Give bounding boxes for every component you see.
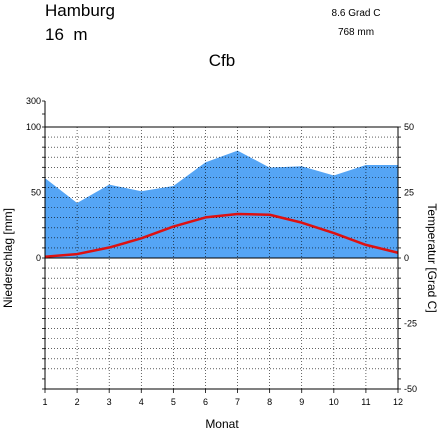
x-tick-label: 8: [267, 397, 272, 407]
station-elevation: 16 m: [45, 25, 88, 44]
right-tick-label: 0: [404, 253, 409, 263]
left-tick-label: 0: [36, 253, 41, 263]
left-axis-label: Niederschlag [mm]: [1, 208, 15, 308]
right-tick-label: -25: [404, 319, 417, 329]
annual-precipitation: 768 mm: [338, 27, 374, 38]
right-tick-label: 25: [404, 188, 414, 198]
right-axis-label: Temperatur [Grad C]: [425, 203, 439, 312]
climate-class: Cfb: [209, 51, 235, 70]
temperature-line: [44, 212, 399, 258]
precipitation-layer: [44, 150, 399, 258]
station-name: Hamburg: [45, 1, 115, 20]
frame-layer: [42, 100, 401, 393]
right-tick-label: 50: [404, 122, 414, 132]
grid-layer: [45, 127, 398, 389]
x-tick-label: 7: [235, 397, 240, 407]
left-tick-label: 50: [31, 188, 41, 198]
x-tick-label: 1: [42, 397, 47, 407]
x-tick-label: 10: [329, 397, 339, 407]
x-tick-label: 11: [361, 397, 370, 407]
x-tick-label: 6: [203, 397, 208, 407]
x-tick-label: 5: [171, 397, 176, 407]
precipitation-area: [45, 150, 398, 258]
x-tick-label: 3: [107, 397, 112, 407]
left-tick-label: 300: [26, 96, 41, 106]
x-tick-label: 4: [139, 397, 144, 407]
x-tick-label: 9: [299, 397, 304, 407]
x-tick-label: 12: [393, 397, 403, 407]
mean-temperature: 8.6 Grad C: [332, 8, 381, 19]
left-tick-label: 100: [26, 122, 41, 132]
x-axis-label: Monat: [205, 417, 239, 430]
x-tick-label: 2: [75, 397, 80, 407]
right-tick-label: -50: [404, 384, 417, 394]
